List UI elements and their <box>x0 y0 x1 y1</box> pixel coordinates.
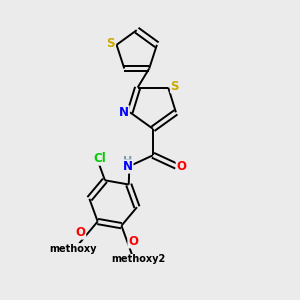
Text: S: S <box>106 37 115 50</box>
Text: O: O <box>128 235 138 248</box>
Text: N: N <box>119 106 129 119</box>
Text: methoxy: methoxy <box>50 244 97 254</box>
Text: S: S <box>170 80 179 93</box>
Text: N: N <box>123 160 133 173</box>
Text: O: O <box>76 226 85 239</box>
Text: Cl: Cl <box>93 152 106 165</box>
Text: H: H <box>123 156 133 166</box>
Text: methoxy2: methoxy2 <box>111 254 165 264</box>
Text: O: O <box>176 160 186 173</box>
